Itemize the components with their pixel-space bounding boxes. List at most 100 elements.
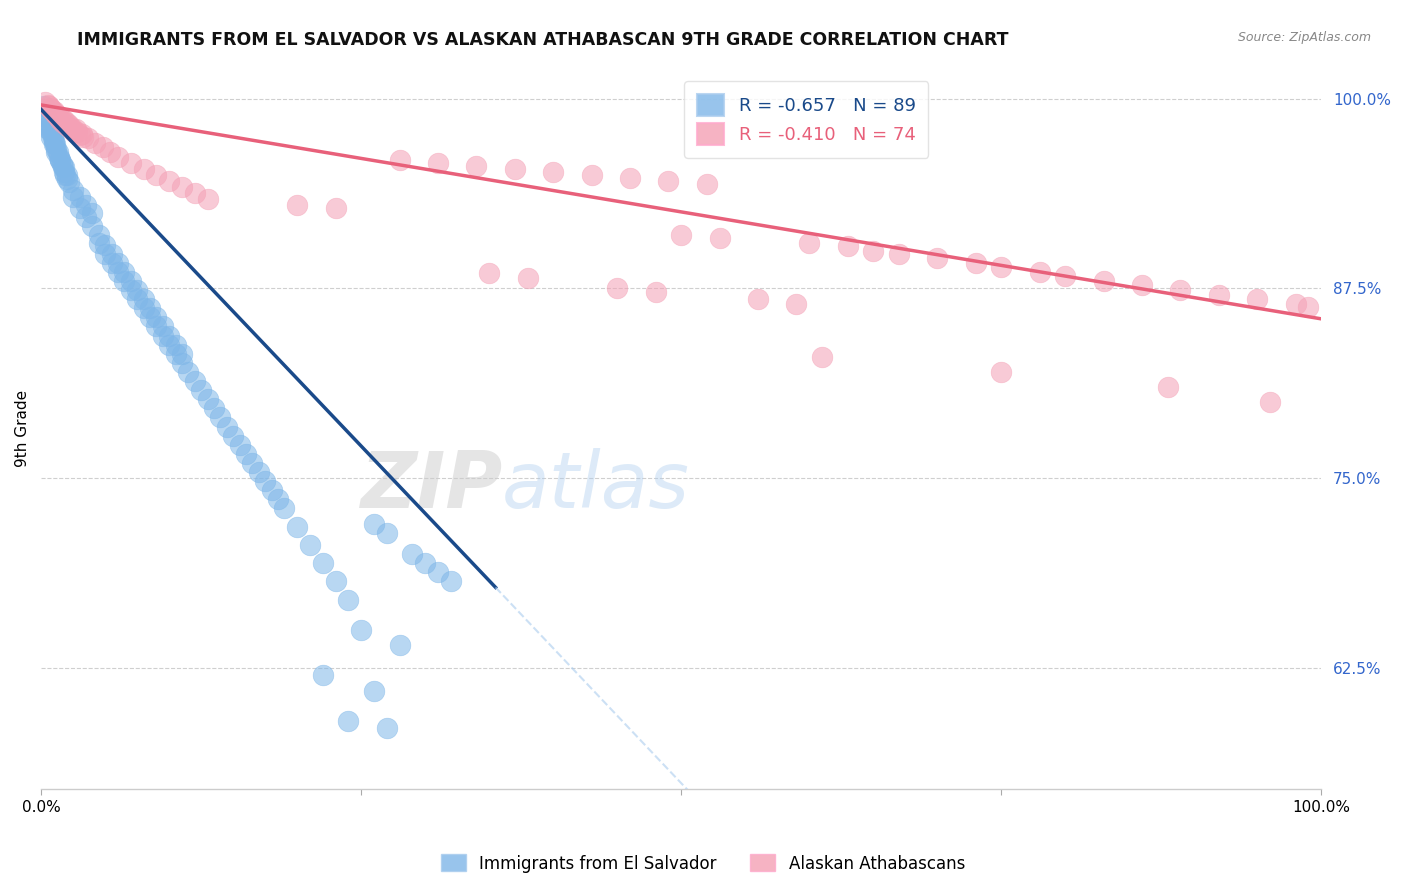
Point — [52, 116, 75, 130]
Point — [59, 122, 82, 136]
Point — [58, 175, 80, 189]
Legend: Immigrants from El Salvador, Alaskan Athabascans: Immigrants from El Salvador, Alaskan Ath… — [434, 847, 972, 880]
Point — [127, 283, 149, 297]
Point — [1284, 296, 1306, 310]
Point — [45, 142, 67, 156]
Point — [747, 292, 769, 306]
Point — [363, 683, 385, 698]
Point — [190, 383, 212, 397]
Point — [53, 160, 76, 174]
Point — [107, 149, 129, 163]
Point — [69, 201, 91, 215]
Point — [44, 137, 66, 152]
Point — [41, 103, 63, 118]
Point — [1156, 380, 1178, 394]
Point — [55, 116, 77, 130]
Point — [157, 337, 180, 351]
Point — [157, 328, 180, 343]
Point — [228, 438, 250, 452]
Point — [177, 365, 200, 379]
Point — [41, 129, 63, 144]
Point — [38, 99, 60, 113]
Point — [235, 447, 257, 461]
Text: atlas: atlas — [502, 449, 690, 524]
Point — [202, 401, 225, 416]
Point — [100, 256, 122, 270]
Point — [139, 301, 162, 316]
Point — [312, 556, 335, 570]
Point — [1170, 283, 1192, 297]
Point — [41, 129, 63, 144]
Point — [401, 547, 423, 561]
Point — [465, 159, 488, 173]
Point — [837, 239, 859, 253]
Point — [145, 310, 167, 325]
Point — [811, 350, 834, 364]
Point — [58, 118, 80, 132]
Point — [312, 668, 335, 682]
Point — [325, 574, 347, 589]
Point — [267, 492, 290, 507]
Point — [51, 112, 73, 126]
Point — [132, 161, 155, 176]
Point — [183, 374, 205, 388]
Point — [48, 109, 70, 123]
Point — [240, 456, 263, 470]
Point — [41, 125, 63, 139]
Point — [91, 140, 114, 154]
Point — [696, 177, 718, 191]
Point — [77, 131, 100, 145]
Point — [32, 99, 55, 113]
Point — [337, 592, 360, 607]
Point — [183, 186, 205, 200]
Point — [799, 235, 821, 250]
Point — [516, 271, 538, 285]
Point — [44, 107, 66, 121]
Y-axis label: 9th Grade: 9th Grade — [15, 391, 30, 467]
Point — [887, 246, 910, 260]
Text: Source: ZipAtlas.com: Source: ZipAtlas.com — [1237, 31, 1371, 45]
Point — [350, 623, 373, 637]
Point — [37, 114, 59, 128]
Point — [49, 113, 72, 128]
Point — [337, 714, 360, 728]
Point — [41, 103, 63, 117]
Point — [145, 168, 167, 182]
Point — [669, 228, 692, 243]
Point — [55, 168, 77, 182]
Text: ZIP: ZIP — [360, 449, 502, 524]
Point — [100, 246, 122, 260]
Point — [388, 153, 411, 167]
Point — [55, 172, 77, 186]
Point — [990, 365, 1012, 379]
Point — [285, 519, 308, 533]
Point — [55, 168, 77, 182]
Point — [990, 260, 1012, 275]
Point — [39, 101, 62, 115]
Point — [42, 134, 65, 148]
Point — [38, 118, 60, 132]
Point — [285, 198, 308, 212]
Point — [209, 410, 232, 425]
Point — [70, 127, 93, 141]
Point — [503, 161, 526, 176]
Point — [37, 98, 59, 112]
Point — [363, 516, 385, 531]
Point — [145, 319, 167, 334]
Point — [709, 231, 731, 245]
Point — [165, 337, 187, 351]
Point — [170, 347, 193, 361]
Point — [375, 525, 398, 540]
Point — [132, 301, 155, 316]
Point — [197, 392, 219, 407]
Point — [785, 296, 807, 310]
Point — [1054, 269, 1077, 284]
Point — [69, 190, 91, 204]
Point — [107, 256, 129, 270]
Point — [152, 319, 174, 334]
Point — [478, 266, 501, 280]
Point — [45, 145, 67, 159]
Point — [46, 145, 69, 159]
Point — [541, 164, 564, 178]
Point — [87, 235, 110, 250]
